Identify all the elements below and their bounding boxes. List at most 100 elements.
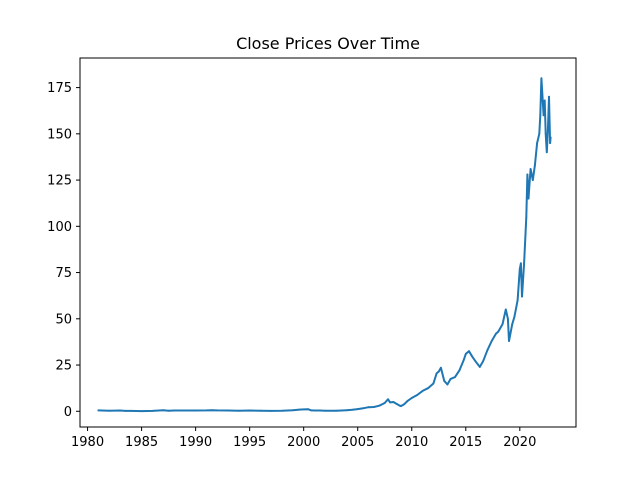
data-point [443, 379, 446, 382]
data-point [538, 132, 541, 135]
x-tick-label: 2005 [341, 435, 374, 450]
x-tick-label: 1980 [71, 435, 104, 450]
data-point [471, 355, 474, 358]
data-point [468, 350, 470, 353]
data-point [298, 408, 301, 411]
plot-area [97, 77, 552, 413]
data-point [435, 372, 438, 375]
data-point [454, 376, 456, 378]
data-point [458, 369, 461, 372]
data-point [474, 360, 477, 363]
data-point [497, 330, 500, 333]
data-point [440, 366, 442, 369]
data-point [227, 409, 229, 412]
data-point [416, 394, 419, 396]
data-point [486, 349, 489, 352]
data-point [513, 316, 516, 318]
data-point [237, 409, 240, 412]
data-point [507, 317, 509, 320]
data-point [528, 182, 531, 185]
data-point [383, 402, 386, 404]
y-tick-label: 25 [55, 359, 72, 374]
data-point [167, 409, 170, 412]
data-point [340, 409, 343, 412]
data-point [525, 216, 528, 219]
y-tick-label: 50 [55, 312, 72, 327]
data-point [548, 95, 550, 98]
data-point [194, 409, 197, 412]
data-point [313, 409, 316, 412]
chart-title: Close Prices Over Time [236, 34, 420, 53]
y-tick-label: 125 [47, 174, 72, 189]
data-point [523, 262, 525, 265]
data-point [248, 409, 251, 412]
data-point [129, 410, 132, 412]
data-point [335, 409, 337, 412]
data-point [410, 397, 413, 399]
data-point [421, 390, 424, 392]
y-tick-label: 175 [47, 81, 72, 96]
x-tick-label: 1995 [233, 435, 266, 450]
data-point [210, 409, 213, 412]
data-point [324, 409, 327, 412]
x-axis: 1980 1985 1990 1995 2000 2005 2010 2015 2020 [71, 427, 536, 450]
data-point [378, 404, 381, 407]
data-point [526, 173, 529, 176]
x-tick-label: 2015 [449, 435, 482, 450]
data-point [540, 77, 543, 80]
data-point [270, 410, 273, 412]
data-point [387, 398, 389, 401]
data-point [302, 408, 305, 411]
data-point [216, 409, 219, 412]
data-point [520, 262, 522, 265]
data-point [183, 409, 186, 412]
data-point [536, 142, 538, 145]
y-tick-label: 150 [47, 127, 72, 142]
data-point [356, 408, 359, 410]
data-point [531, 179, 534, 182]
data-point [162, 409, 165, 412]
data-point [400, 405, 402, 407]
data-point [529, 168, 532, 170]
data-point [462, 359, 465, 362]
x-tick-label: 1990 [179, 435, 212, 450]
data-point [521, 295, 523, 298]
data-point [504, 308, 507, 311]
data-point [437, 370, 440, 373]
data-point [151, 410, 154, 412]
data-point [97, 409, 100, 412]
data-point [446, 383, 449, 386]
data-point [351, 408, 354, 411]
data-point [464, 353, 467, 355]
data-point [543, 99, 546, 102]
data-point [281, 409, 283, 412]
data-point [516, 299, 519, 302]
data-point [544, 132, 547, 135]
data-point [549, 136, 552, 139]
data-point [403, 403, 406, 406]
data-point [124, 410, 127, 412]
data-point [495, 332, 497, 335]
data-point [119, 409, 121, 412]
data-point [511, 323, 514, 326]
data-point [373, 406, 375, 408]
x-tick-label: 2020 [503, 435, 536, 450]
data-point [346, 409, 348, 412]
data-point [541, 95, 544, 98]
data-point [547, 129, 549, 132]
data-point [490, 340, 493, 342]
data-point [518, 268, 521, 270]
data-point [307, 408, 309, 411]
data-point [140, 410, 143, 412]
data-point [108, 409, 111, 412]
data-point [392, 401, 395, 403]
data-point [508, 340, 510, 342]
axes-frame [79, 57, 577, 428]
data-point [501, 323, 504, 326]
x-tick-label: 2010 [395, 435, 428, 450]
data-point [549, 142, 551, 145]
data-point [482, 360, 484, 363]
data-point [173, 409, 175, 412]
